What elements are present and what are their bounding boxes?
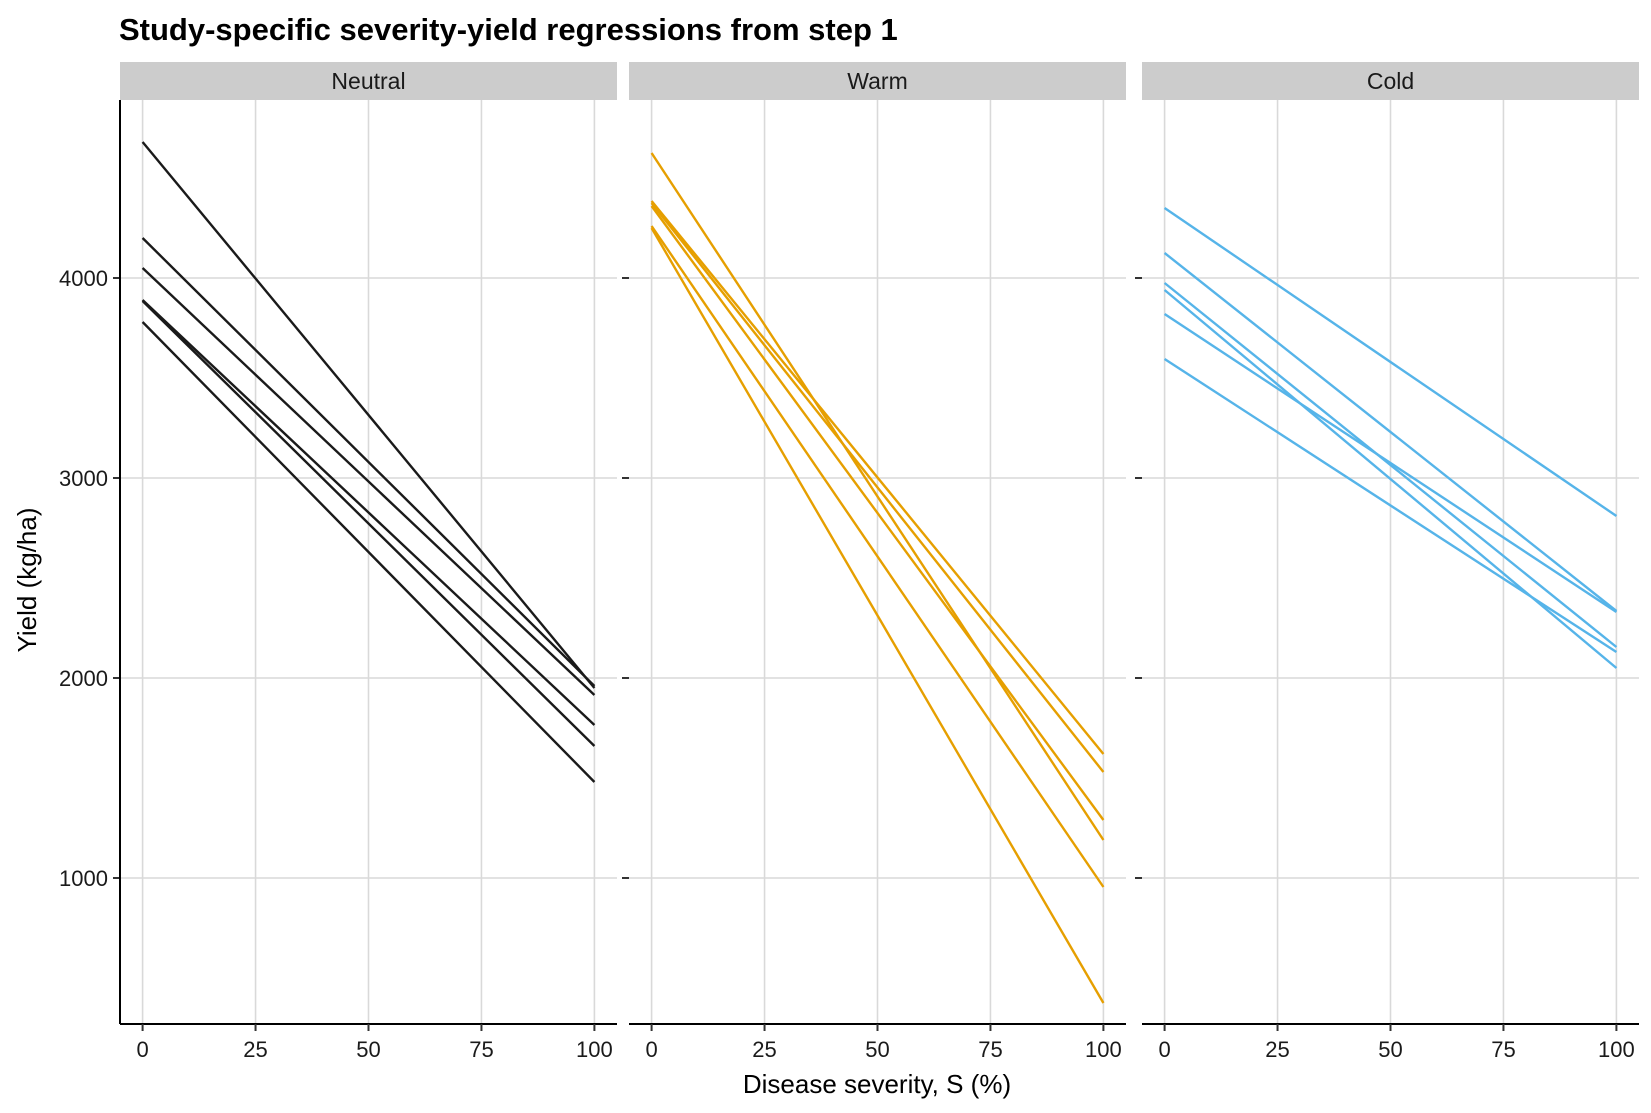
series-line-study-4 <box>141 299 596 726</box>
x-tick-label: 25 <box>1265 1037 1289 1062</box>
series-line-study-2 <box>141 237 596 687</box>
series-line-study-6 <box>1163 357 1618 654</box>
x-tick-label: 100 <box>1598 1037 1635 1062</box>
y-tick-label: 3000 <box>59 466 108 491</box>
series-line-study-3 <box>650 202 1105 773</box>
facet-panel-neutral: Neutral 0 25 50 75 100 1000 2000 3000 4000 <box>59 62 617 1062</box>
y-tick-label: 2000 <box>59 666 108 691</box>
series-line-study-1 <box>650 152 1105 841</box>
facet-strip <box>120 62 617 100</box>
y-axis-title: Yield (kg/ha) <box>12 508 42 653</box>
x-tick-label: 75 <box>978 1037 1002 1062</box>
facet-strip <box>629 62 1126 100</box>
x-tick-label: 50 <box>356 1037 380 1062</box>
series-line-study-4 <box>650 205 1105 821</box>
series-line-study-6 <box>141 321 596 783</box>
x-tick-label: 0 <box>136 1037 148 1062</box>
x-tick-label: 25 <box>243 1037 267 1062</box>
facet-strip-label: Neutral <box>331 68 405 94</box>
series-line-study-3 <box>1163 282 1618 648</box>
series-line-study-6 <box>650 227 1105 1004</box>
x-tick-label: 0 <box>1158 1037 1170 1062</box>
facet-panel-cold: Cold 0 25 50 75 100 <box>1135 62 1639 1062</box>
series-line-study-5 <box>650 225 1105 888</box>
x-tick-label: 50 <box>1378 1037 1402 1062</box>
x-tick-label: 0 <box>645 1037 657 1062</box>
series-line-study-1 <box>141 141 596 689</box>
series-line-study-1 <box>1163 207 1618 517</box>
series-line-study-5 <box>141 300 596 747</box>
series-line-study-2 <box>650 200 1105 755</box>
x-tick-label: 25 <box>752 1037 776 1062</box>
x-tick-label: 100 <box>1085 1037 1122 1062</box>
series-line-study-4 <box>1163 289 1618 669</box>
x-tick-label: 50 <box>865 1037 889 1062</box>
chart-title: Study-specific severity-yield regression… <box>119 12 898 47</box>
x-tick-label: 100 <box>576 1037 613 1062</box>
x-tick-label: 75 <box>1491 1037 1515 1062</box>
facet-strip-label: Cold <box>1367 68 1414 94</box>
facet-panel-warm: Warm 0 25 50 75 100 <box>622 62 1126 1062</box>
series-line-study-2 <box>1163 252 1618 612</box>
x-axis-title: Disease severity, S (%) <box>743 1069 1011 1099</box>
facet-strip-label: Warm <box>847 68 907 94</box>
series-line-study-3 <box>141 267 596 696</box>
series-line-study-5 <box>1163 312 1618 614</box>
facet-strip <box>1142 62 1639 100</box>
y-tick-label: 1000 <box>59 866 108 891</box>
y-tick-label: 4000 <box>59 266 108 291</box>
x-tick-label: 75 <box>469 1037 493 1062</box>
